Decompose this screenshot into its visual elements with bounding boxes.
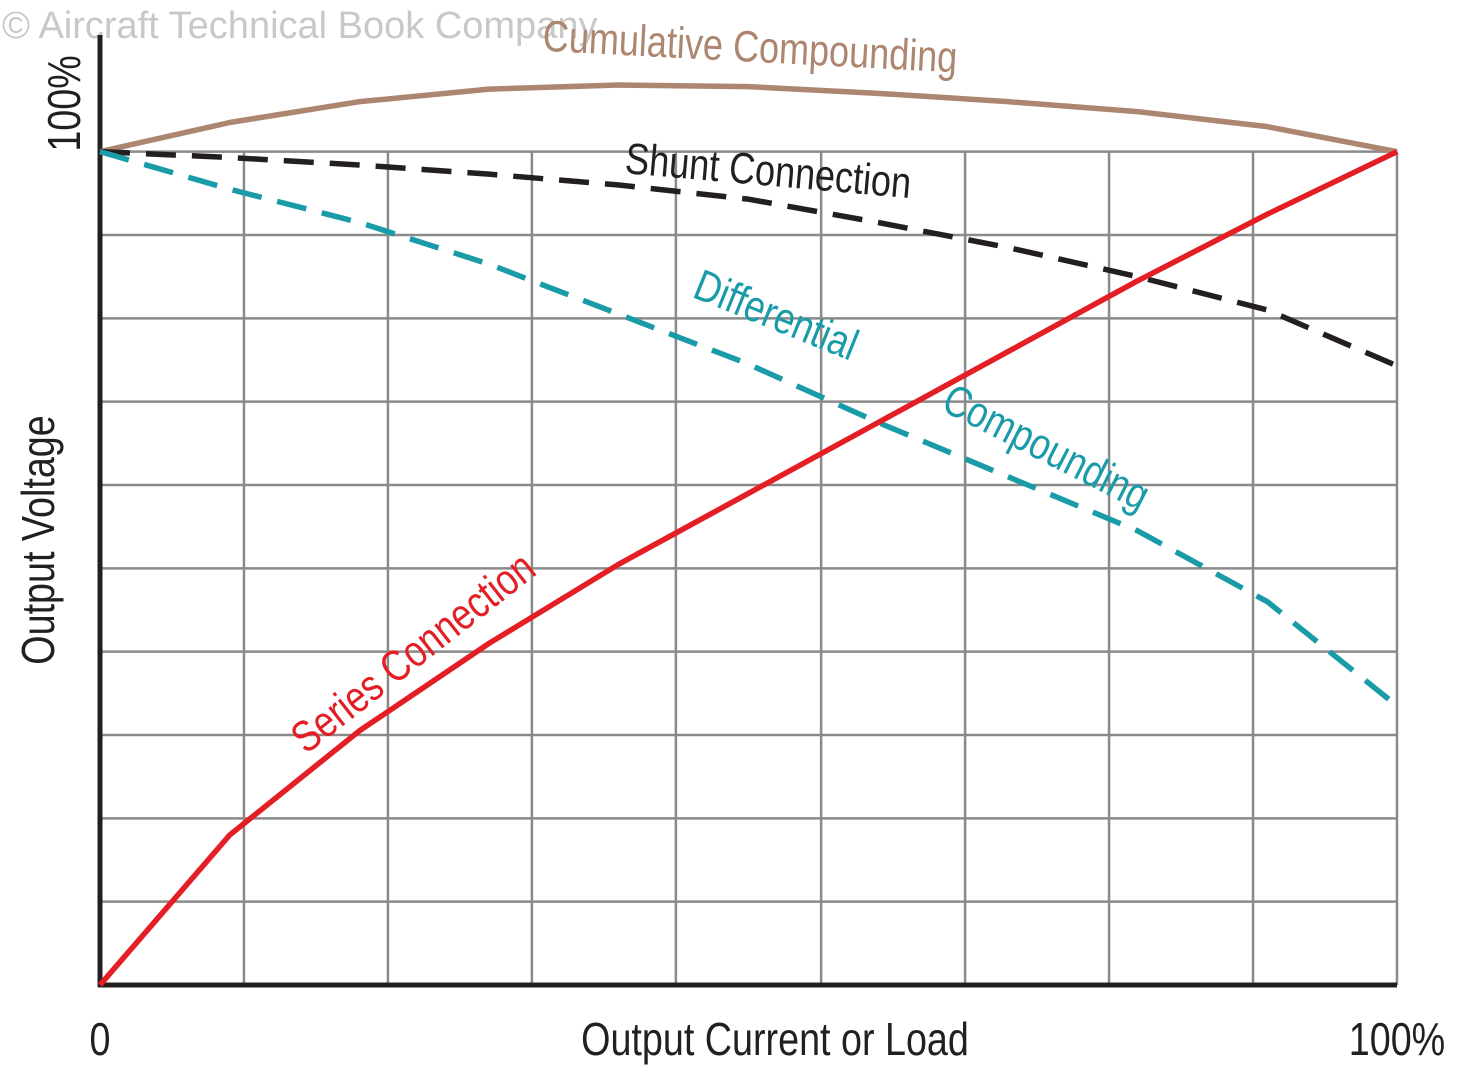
line-1 (99, 148, 1399, 369)
x-tick-label: 100% (1349, 1014, 1445, 1065)
line-2 (99, 149, 1399, 708)
watermark: © Aircraft Technical Book Company (2, 5, 597, 47)
y-axis-label: Output Voltage (13, 415, 64, 664)
y-tick-label: 100% (39, 55, 90, 151)
annotation: Compounding (935, 374, 1157, 520)
line-3 (97, 149, 1399, 987)
line-0 (99, 82, 1398, 155)
x-axis-label: Output Current or Load (581, 1014, 969, 1065)
x-tick-label: 0 (90, 1014, 111, 1065)
annotation: Cumulative Compounding (542, 11, 959, 82)
annotation: Shunt Connection (623, 134, 913, 208)
